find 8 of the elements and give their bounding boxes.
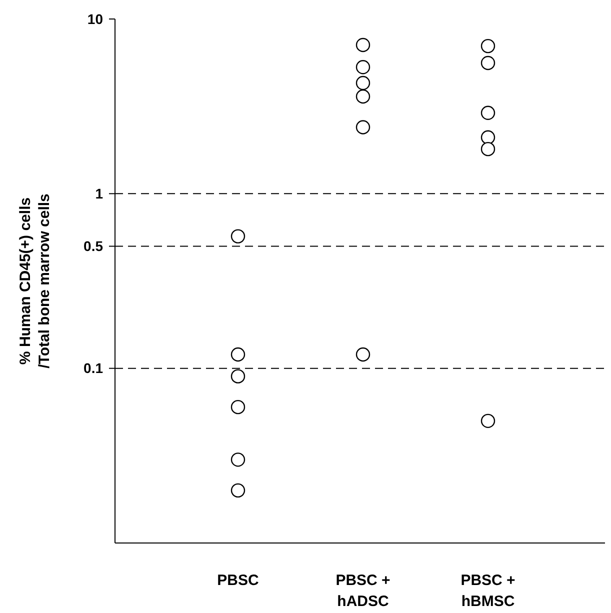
y-axis-title: % Human CD45(+) cells /Total bone marrow cells	[17, 194, 53, 368]
y-tick-label: 0.1	[84, 360, 104, 376]
y-tick-label: 10	[87, 10, 104, 27]
x-tick-label: PBSC	[217, 572, 259, 589]
x-tick-label: PBSC + hADSC	[336, 572, 391, 610]
y-tick-label: 0.5	[84, 238, 104, 254]
y-tick-label: 1	[95, 186, 104, 202]
x-tick-label: PBSC + hBMSC	[460, 572, 516, 610]
